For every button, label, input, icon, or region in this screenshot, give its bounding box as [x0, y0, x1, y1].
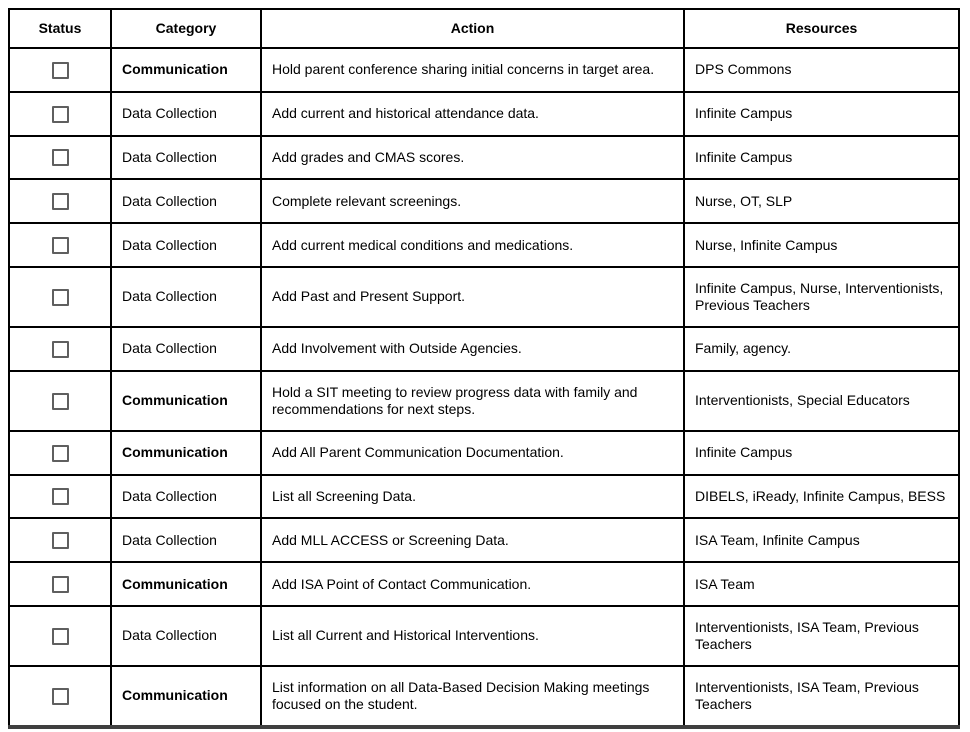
status-cell — [8, 517, 112, 564]
resources-cell: Infinite Campus, Nurse, Interventionists… — [683, 265, 960, 328]
category-cell: Data Collection — [110, 134, 262, 181]
table-row: Communication Hold parent conference sha… — [8, 47, 960, 93]
resources-cell: Infinite Campus — [683, 429, 960, 476]
action-cell: Add grades and CMAS scores. — [260, 134, 685, 181]
category-cell: Data Collection — [110, 325, 262, 372]
resources-cell: ISA Team — [683, 561, 960, 607]
status-checkbox[interactable] — [51, 575, 69, 593]
resources-cell: Nurse, Infinite Campus — [683, 222, 960, 268]
action-cell: Add MLL ACCESS or Screening Data. — [260, 517, 685, 564]
table-row: Data Collection Complete relevant screen… — [8, 178, 960, 225]
action-cell: Complete relevant screenings. — [260, 178, 685, 225]
action-cell: List all Current and Historical Interven… — [260, 604, 685, 667]
column-header-action: Action — [260, 8, 685, 49]
resources-cell: Interventionists, ISA Team, Previous Tea… — [683, 604, 960, 667]
status-checkbox[interactable] — [51, 61, 69, 79]
category-cell: Data Collection — [110, 517, 262, 564]
table-row: Data Collection Add MLL ACCESS or Screen… — [8, 517, 960, 564]
table-row: Data Collection List all Current and His… — [8, 604, 960, 667]
action-cell: Add Past and Present Support. — [260, 265, 685, 328]
category-cell: Communication — [110, 429, 262, 476]
status-checkbox[interactable] — [51, 687, 69, 705]
status-cell — [8, 369, 112, 432]
status-checkbox[interactable] — [51, 488, 69, 506]
column-header-resources: Resources — [683, 8, 960, 49]
resources-cell: Family, agency. — [683, 325, 960, 372]
status-cell — [8, 664, 112, 728]
resources-cell: DIBELS, iReady, Infinite Campus, BESS — [683, 473, 960, 520]
action-cell: Add All Parent Communication Documentati… — [260, 429, 685, 476]
action-cell: Add Involvement with Outside Agencies. — [260, 325, 685, 372]
header-row: Status Category Action Resources — [8, 8, 960, 49]
resources-cell: Infinite Campus — [683, 134, 960, 181]
resources-cell: DPS Commons — [683, 47, 960, 93]
status-checkbox[interactable] — [51, 105, 69, 123]
table-row: Communication Add ISA Point of Contact C… — [8, 561, 960, 607]
category-cell: Data Collection — [110, 178, 262, 225]
status-checkbox[interactable] — [51, 236, 69, 254]
action-cell: List all Screening Data. — [260, 473, 685, 520]
table-row: Communication Add All Parent Communicati… — [8, 429, 960, 476]
category-cell: Data Collection — [110, 604, 262, 667]
status-cell — [8, 178, 112, 225]
table-row: Data Collection Add current medical cond… — [8, 222, 960, 268]
table-row: Data Collection List all Screening Data.… — [8, 473, 960, 520]
status-checkbox[interactable] — [51, 444, 69, 462]
table-row: Communication List information on all Da… — [8, 664, 960, 728]
action-cell: Add current and historical attendance da… — [260, 90, 685, 137]
resources-cell: Infinite Campus — [683, 90, 960, 137]
status-cell — [8, 604, 112, 667]
status-cell — [8, 222, 112, 268]
table-row: Data Collection Add Past and Present Sup… — [8, 265, 960, 328]
action-cell: Add ISA Point of Contact Communication. — [260, 561, 685, 607]
category-cell: Data Collection — [110, 473, 262, 520]
table-row: Data Collection Add current and historic… — [8, 90, 960, 137]
status-checkbox[interactable] — [51, 193, 69, 211]
column-header-status: Status — [8, 8, 112, 49]
action-cell: Hold parent conference sharing initial c… — [260, 47, 685, 93]
table-row: Data Collection Add Involvement with Out… — [8, 325, 960, 372]
table-row: Data Collection Add grades and CMAS scor… — [8, 134, 960, 181]
status-cell — [8, 90, 112, 137]
resources-cell: ISA Team, Infinite Campus — [683, 517, 960, 564]
status-cell — [8, 473, 112, 520]
table-row: Communication Hold a SIT meeting to revi… — [8, 369, 960, 432]
resources-cell: Interventionists, Special Educators — [683, 369, 960, 432]
status-checkbox[interactable] — [51, 392, 69, 410]
resources-cell: Interventionists, ISA Team, Previous Tea… — [683, 664, 960, 728]
category-cell: Data Collection — [110, 265, 262, 328]
status-checkbox[interactable] — [51, 532, 69, 550]
category-cell: Communication — [110, 664, 262, 728]
status-cell — [8, 429, 112, 476]
resources-cell: Nurse, OT, SLP — [683, 178, 960, 225]
category-cell: Communication — [110, 561, 262, 607]
action-cell: Add current medical conditions and medic… — [260, 222, 685, 268]
category-cell: Communication — [110, 369, 262, 432]
checklist-table: Status Category Action Resources Communi… — [8, 8, 960, 729]
status-checkbox[interactable] — [51, 627, 69, 645]
column-header-category: Category — [110, 8, 262, 49]
category-cell: Data Collection — [110, 90, 262, 137]
status-cell — [8, 325, 112, 372]
status-cell — [8, 47, 112, 93]
category-cell: Communication — [110, 47, 262, 93]
action-cell: List information on all Data-Based Decis… — [260, 664, 685, 728]
status-cell — [8, 561, 112, 607]
status-checkbox[interactable] — [51, 288, 69, 306]
status-cell — [8, 265, 112, 328]
status-cell — [8, 134, 112, 181]
category-cell: Data Collection — [110, 222, 262, 268]
status-checkbox[interactable] — [51, 340, 69, 358]
status-checkbox[interactable] — [51, 149, 69, 167]
action-cell: Hold a SIT meeting to review progress da… — [260, 369, 685, 432]
